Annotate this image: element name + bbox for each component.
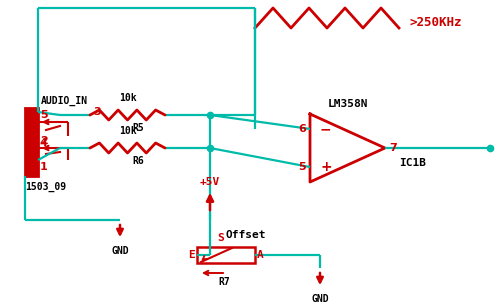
- Text: LM358N: LM358N: [328, 99, 368, 109]
- Text: 5: 5: [298, 162, 306, 172]
- Text: +5V: +5V: [200, 177, 220, 187]
- Text: 4: 4: [40, 138, 48, 148]
- Text: 3: 3: [93, 107, 100, 117]
- Text: A: A: [257, 250, 264, 260]
- Text: 5: 5: [40, 110, 48, 120]
- Text: 1503_09: 1503_09: [25, 182, 66, 192]
- Bar: [197, 247, 255, 263]
- Text: −: −: [320, 122, 332, 136]
- Text: 2: 2: [40, 136, 48, 146]
- Text: S: S: [217, 233, 224, 243]
- Text: 10k: 10k: [118, 126, 136, 136]
- Text: 6: 6: [298, 124, 306, 134]
- Text: 1: 1: [40, 162, 48, 172]
- Text: 7: 7: [389, 143, 397, 153]
- Text: GND: GND: [311, 294, 329, 304]
- Text: GND: GND: [111, 246, 129, 256]
- Text: R5: R5: [132, 123, 144, 133]
- Bar: [25, 108, 38, 176]
- Text: Offset: Offset: [226, 230, 266, 240]
- Text: R7: R7: [218, 277, 230, 287]
- Text: R6: R6: [132, 156, 144, 166]
- Text: >250KHz: >250KHz: [410, 16, 463, 29]
- Text: AUDIO_IN: AUDIO_IN: [41, 96, 88, 106]
- Text: 10k: 10k: [118, 93, 136, 103]
- Text: E: E: [188, 250, 195, 260]
- Text: +: +: [320, 160, 332, 174]
- Text: IC1B: IC1B: [399, 158, 426, 168]
